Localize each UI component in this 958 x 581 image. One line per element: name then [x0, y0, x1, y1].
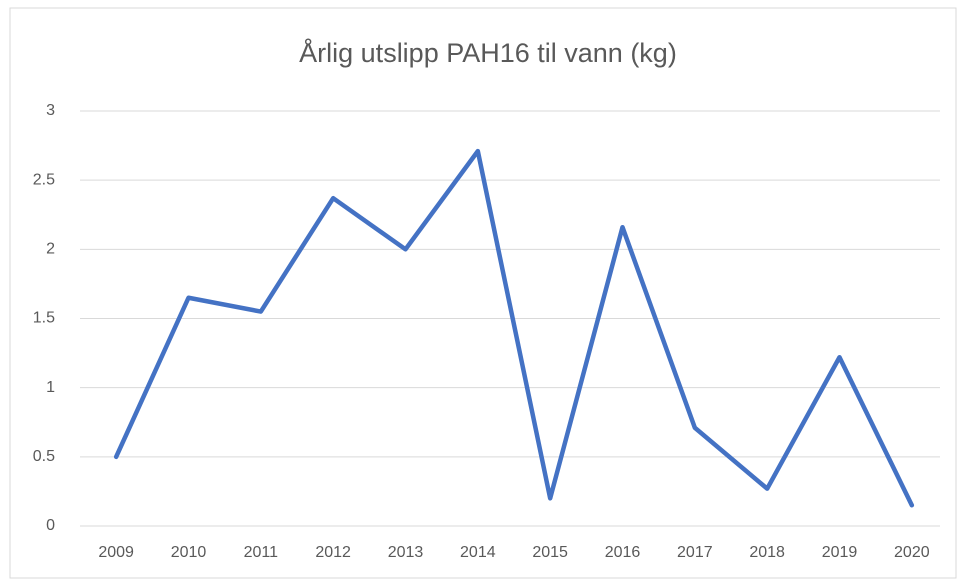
x-tick-label: 2016	[605, 544, 641, 561]
chart-title: Årlig utslipp PAH16 til vann (kg)	[299, 37, 677, 68]
x-tick-label: 2009	[98, 544, 134, 561]
x-tick-label: 2014	[460, 544, 496, 561]
x-tick-label: 2019	[822, 544, 858, 561]
y-tick-label: 0	[46, 517, 55, 534]
y-tick-label: 1	[46, 379, 55, 396]
chart-border	[9, 7, 957, 579]
y-tick-label: 2.5	[33, 171, 55, 188]
y-tick-label: 2	[46, 241, 55, 258]
x-tick-label: 2010	[171, 544, 207, 561]
y-tick-label: 1.5	[33, 310, 55, 327]
x-tick-label: 2013	[388, 544, 424, 561]
x-tick-label: 2020	[894, 544, 930, 561]
x-tick-label: 2015	[532, 544, 568, 561]
x-tick-label: 2018	[749, 544, 785, 561]
x-tick-label: 2017	[677, 544, 713, 561]
x-tick-label: 2012	[315, 544, 351, 561]
data-line	[113, 148, 915, 508]
x-tick-label: 2011	[244, 544, 279, 561]
y-tick-label: 3	[46, 102, 55, 119]
y-tick-label: 0.5	[33, 448, 55, 465]
